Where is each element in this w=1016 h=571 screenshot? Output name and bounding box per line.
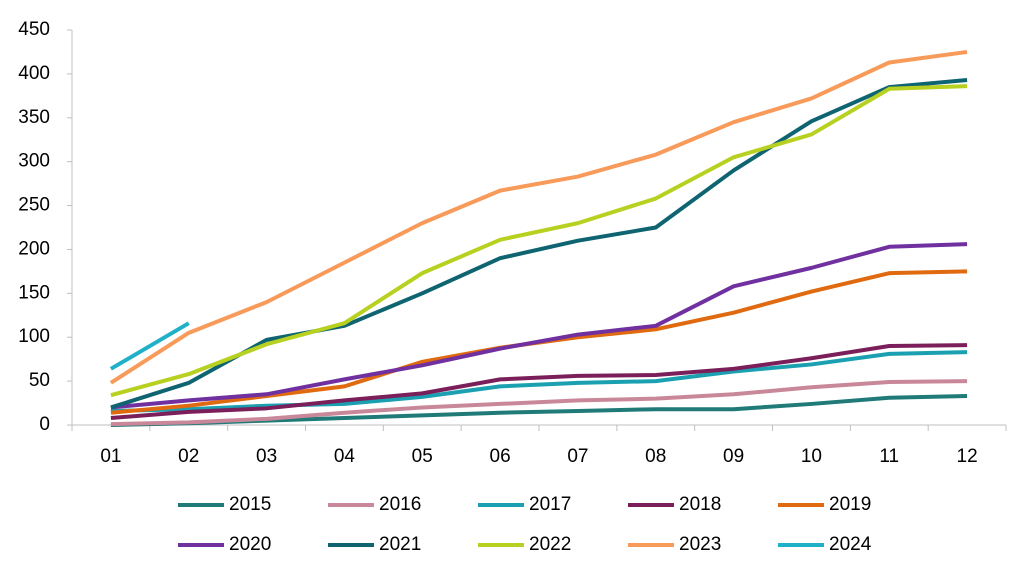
series-line <box>109 321 190 371</box>
legend-label: 2019 <box>829 494 871 515</box>
legend-label: 2017 <box>529 494 571 515</box>
x-tick-label: 04 <box>334 446 356 467</box>
legend-label: 2015 <box>229 494 271 515</box>
y-tick-label: 450 <box>18 19 50 40</box>
series-line <box>110 84 968 398</box>
series-line <box>110 350 968 413</box>
y-tick-label: 200 <box>18 238 50 259</box>
legend-label: 2024 <box>829 534 872 555</box>
legend-label: 2018 <box>679 494 721 515</box>
legend-label: 2020 <box>229 534 271 555</box>
legend-label: 2021 <box>379 534 421 555</box>
x-tick-label: 06 <box>490 446 511 467</box>
series-line <box>110 242 968 410</box>
y-tick-label: 350 <box>18 107 50 128</box>
y-tick-label: 0 <box>39 414 50 435</box>
x-tick-label: 12 <box>957 446 978 467</box>
legend-label: 2023 <box>679 534 721 555</box>
x-tick-label: 01 <box>100 446 121 467</box>
y-tick-label: 100 <box>18 326 50 347</box>
x-tick-label: 02 <box>178 446 199 467</box>
y-tick-label: 300 <box>18 151 50 172</box>
y-tick-label: 50 <box>29 370 50 391</box>
x-tick-label: 11 <box>879 446 899 467</box>
x-tick-label: 03 <box>256 446 277 467</box>
series-line <box>110 343 968 420</box>
y-tick-label: 250 <box>18 195 50 216</box>
series-line <box>110 78 968 410</box>
y-tick-label: 150 <box>18 282 50 303</box>
series-line <box>110 379 968 427</box>
x-tick-label: 05 <box>412 446 433 467</box>
x-tick-label: 10 <box>801 446 822 467</box>
y-tick-label: 400 <box>18 63 50 84</box>
legend-label: 2016 <box>379 494 421 515</box>
x-tick-label: 07 <box>567 446 588 467</box>
x-tick-label: 09 <box>723 446 744 467</box>
series-line <box>109 49 968 385</box>
x-tick-label: 08 <box>645 446 666 467</box>
legend-label: 2022 <box>529 534 571 555</box>
